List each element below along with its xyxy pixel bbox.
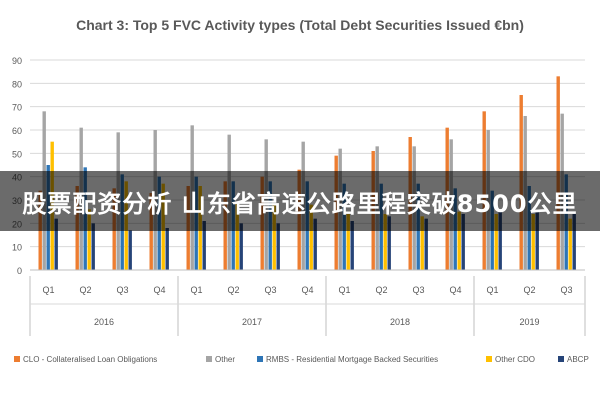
x-tick-label: Q2 [523,285,535,295]
bar [498,211,502,270]
bar [202,221,206,270]
x-axis: Q1 Q2 Q3 Q4 Q1 Q2 Q3 Q4 Q1 Q2 Q3 Q4 Q1 Q2 Q3 2016 2017 20… [29,269,586,336]
bar [54,218,58,270]
y-tick-label: 50 [12,149,22,159]
bar [461,214,465,270]
bar [313,218,317,270]
x-tick-label: Q4 [153,285,165,295]
x-tick-label: Q2 [227,285,239,295]
y-tick-label: 0 [17,266,22,276]
y-axis-ticks: 0102030405060708090 [12,56,22,276]
overlay-banner [0,171,600,231]
legend-swatch [558,356,564,362]
bar [420,216,424,270]
legend-swatch [206,356,212,362]
bar [387,216,391,270]
bar [350,221,354,270]
overlay-banner-text: 股票配资分析 山东省高速公路里程突破8500公里 [22,189,578,218]
chart-title: Chart 3: Top 5 FVC Activity types (Total… [76,17,524,33]
bar [457,211,461,270]
legend-label: Other [215,355,235,364]
bar [87,209,91,270]
y-tick-label: 90 [12,56,22,66]
bar [239,223,243,270]
bar [272,204,276,270]
legend-swatch [14,356,20,362]
bar [165,228,169,270]
bar [568,218,572,270]
bar [535,211,539,270]
bar [309,204,313,270]
y-tick-label: 80 [12,79,22,89]
x-tick-label: Q2 [79,285,91,295]
x-tick-label: Q4 [449,285,461,295]
legend-label: CLO - Collateralised Loan Obligations [23,355,157,364]
bar [383,214,387,270]
x-group-label: 2016 [94,317,114,327]
legend-label: Other CDO [495,355,535,364]
x-tick-label: Q1 [486,285,498,295]
bar [91,223,95,270]
bar [346,214,350,270]
bar [128,230,132,270]
y-tick-label: 10 [12,243,22,253]
x-tick-label: Q1 [338,285,350,295]
legend: CLO - Collateralised Loan Obligations Oth… [14,355,589,364]
bar [235,202,239,270]
legend-swatch [257,356,263,362]
bar [494,214,498,270]
x-tick-label: Q1 [190,285,202,295]
legend-label: RMBS - Residential Mortgage Backed Secur… [266,355,438,364]
legend-label: ABCP [567,355,589,364]
y-tick-label: 60 [12,126,22,136]
x-tick-label: Q3 [560,285,572,295]
bar [276,223,280,270]
bar [531,214,535,270]
x-tick-label: Q2 [375,285,387,295]
x-group-label: 2018 [390,317,410,327]
x-tick-label: Q3 [116,285,128,295]
x-tick-label: Q1 [42,285,54,295]
x-tick-label: Q3 [264,285,276,295]
x-tick-label: Q4 [301,285,313,295]
x-tick-label: Q3 [412,285,424,295]
y-tick-label: 70 [12,103,22,113]
bar [149,193,153,270]
bar [424,218,428,270]
x-group-label: 2017 [242,317,262,327]
legend-swatch [486,356,492,362]
x-group-label: 2019 [519,317,539,327]
bar [572,214,576,270]
